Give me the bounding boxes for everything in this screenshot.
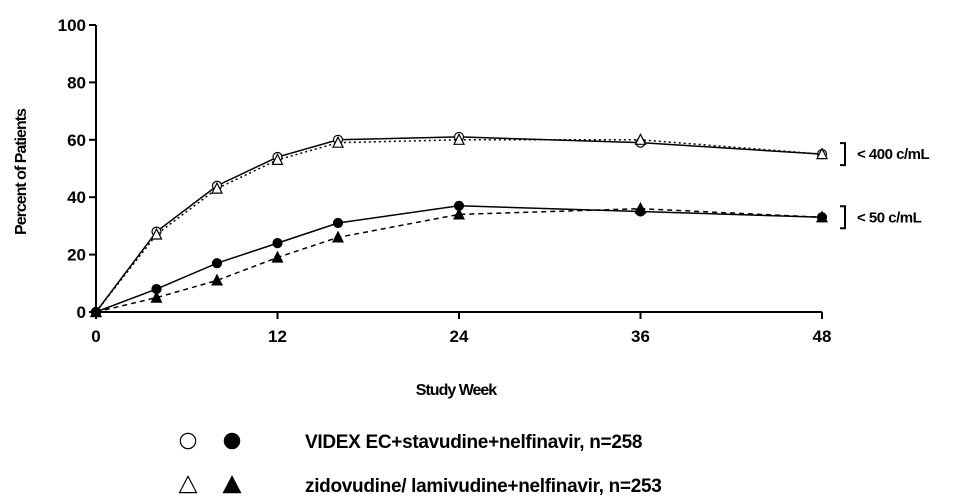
legend-marker-open-triangle: [178, 475, 198, 494]
x-tick-label: 12: [268, 327, 287, 346]
data-point-zido_400: [150, 227, 163, 240]
x-tick-label: 36: [631, 327, 650, 346]
data-point-zido_400: [211, 181, 223, 194]
data-point-zido_50: [453, 207, 465, 220]
y-tick-label: 60: [67, 131, 86, 150]
series-line-zido_50: [95, 207, 823, 313]
legend-label: zidovudine/ lamivudine+nelfinavir, n=253: [305, 476, 662, 497]
series-videx_400: [90, 131, 828, 318]
legend-marker-filled-circle: [223, 432, 241, 450]
y-tick-label: 20: [67, 246, 86, 265]
data-point-zido_50: [634, 201, 647, 214]
data-point-zido_400: [453, 132, 465, 145]
series-line-videx_50: [95, 205, 823, 313]
axes: 0 20 40 60 80 100 0 12 24 36 48: [58, 16, 832, 346]
legend-marker-filled-triangle: [222, 475, 242, 494]
data-point-zido_400: [271, 153, 284, 165]
data-point-zido_50: [816, 210, 828, 223]
x-axis-title: Study Week: [416, 382, 498, 399]
series-line-videx_400: [95, 136, 823, 313]
series-layer: [90, 131, 828, 318]
legend-label: VIDEX EC+stavudine+nelfinavir, n=258: [305, 432, 642, 453]
series-zido_50: [90, 201, 828, 318]
data-point-zido_50: [271, 250, 284, 263]
bracket-label-0: < 400 c/mL: [857, 146, 929, 163]
bracket-label-1: < 50 c/mL: [857, 209, 922, 226]
data-point-zido_50: [90, 305, 102, 318]
data-point-zido_50: [211, 273, 223, 286]
data-point-videx_50: [211, 258, 223, 269]
data-point-zido_400: [634, 132, 647, 145]
data-point-videx_50: [272, 238, 283, 249]
x-tick-label: 0: [91, 327, 100, 346]
y-tick-label: 80: [67, 73, 86, 92]
brackets: < 400 c/mL < 50 c/mL: [840, 142, 930, 230]
y-tick-label: 40: [67, 188, 86, 207]
legend-item: zidovudine/ lamivudine+nelfinavir, n=253: [178, 475, 662, 497]
y-axis-title: Percent of Patients: [13, 108, 30, 235]
legend-item: VIDEX EC+stavudine+nelfinavir, n=258: [179, 432, 642, 453]
bracket-1: [840, 205, 846, 230]
legend: VIDEX EC+stavudine+nelfinavir, n=258 zido…: [178, 432, 662, 497]
series-zido_400: [90, 132, 828, 318]
legend-marker-open-circle: [179, 432, 197, 450]
x-tick-label: 24: [450, 327, 469, 346]
y-tick-label: 0: [77, 303, 86, 322]
data-point-zido_400: [816, 147, 828, 160]
data-point-zido_400: [332, 135, 344, 148]
data-point-videx_50: [332, 217, 344, 229]
data-point-zido_50: [332, 230, 344, 243]
x-tick-label: 48: [813, 327, 832, 346]
bracket-0: [840, 142, 846, 167]
series-line-zido_400: [95, 139, 823, 313]
data-point-zido_50: [150, 290, 163, 303]
y-tick-label: 100: [58, 16, 86, 35]
